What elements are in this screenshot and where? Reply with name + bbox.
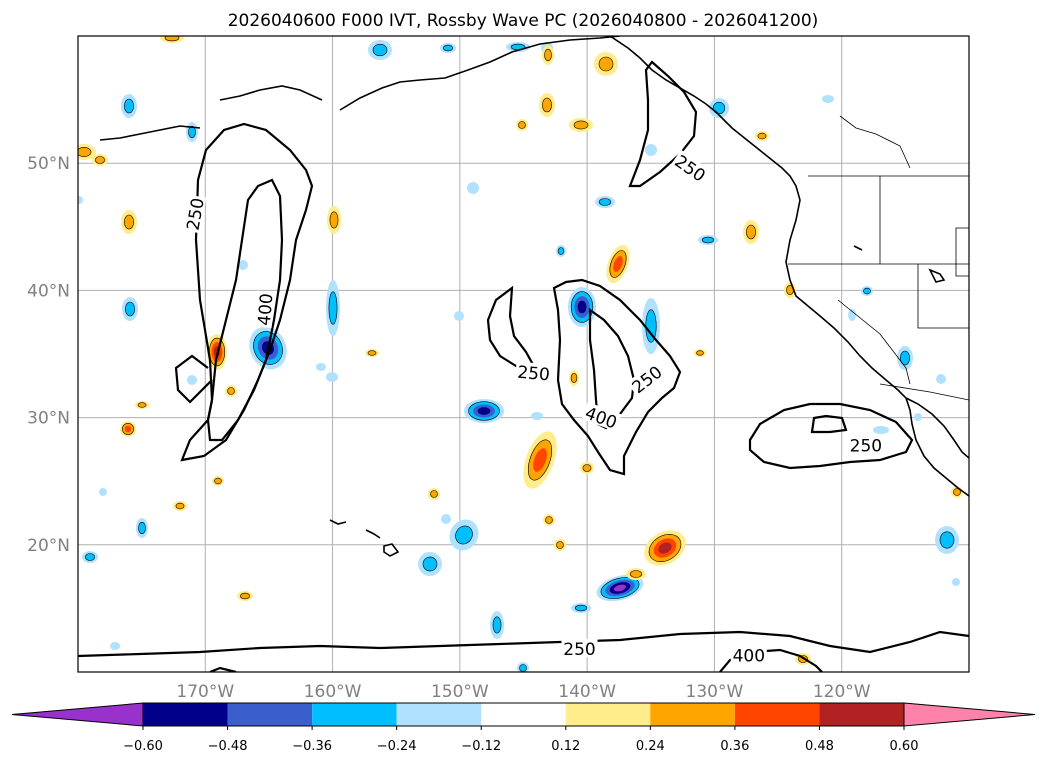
latitude-label: 40°N xyxy=(27,281,70,301)
longitude-label: 170°W xyxy=(176,682,234,702)
political-borders xyxy=(788,115,969,401)
latitude-label: 50°N xyxy=(27,154,70,174)
map-frame xyxy=(77,35,970,673)
colorbar-tick-label: −0.60 xyxy=(123,739,163,754)
colorbar-tick-label: −0.12 xyxy=(461,739,501,754)
colorbar-tick-label: 0.60 xyxy=(890,739,919,754)
latitude-labels: 50°N 40°N 30°N 20°N xyxy=(27,154,70,556)
figure-title: 2026040600 F000 IVT, Rossby Wave PC (202… xyxy=(228,11,819,31)
contour-label: 400 xyxy=(733,646,765,666)
rossby-wave-pc-shading xyxy=(78,36,963,672)
colorbar-tick-label: −0.48 xyxy=(208,739,248,754)
colorbar-segment xyxy=(565,703,651,726)
colorbar-segment xyxy=(312,703,397,726)
longitude-labels: 170°W 160°W 150°W 140°W 130°W 120°W xyxy=(176,682,870,702)
colorbar-tick-label: 0.48 xyxy=(805,739,834,754)
longitude-label: 130°W xyxy=(686,682,744,702)
contour-label: 250 xyxy=(850,437,882,457)
colorbar-segment xyxy=(481,703,566,726)
longitude-label: 120°W xyxy=(813,682,871,702)
colorbar-min-extension xyxy=(11,702,144,727)
contour-label: 250 xyxy=(517,363,551,386)
colorbar-tick-label: 0.24 xyxy=(636,739,665,754)
contour-label: 250 xyxy=(563,640,595,660)
colorbar: −0.60 −0.48 −0.36 −0.24 −0.12 0.12 0.24 0.36 0.4… xyxy=(11,702,1036,754)
colorbar-max-extension xyxy=(903,702,1036,727)
colorbar-segment xyxy=(650,703,735,726)
colorbar-tick-label: −0.24 xyxy=(377,739,417,754)
latitude-label: 30°N xyxy=(27,409,70,429)
longitude-label: 160°W xyxy=(304,682,362,702)
colorbar-segment xyxy=(734,703,820,726)
graticule xyxy=(78,36,969,672)
coastlines xyxy=(99,36,969,557)
colorbar-tick-label: −0.36 xyxy=(292,739,332,754)
colorbar-tick-label: 0.12 xyxy=(551,739,580,754)
colorbar-segment xyxy=(227,703,313,726)
longitude-label: 150°W xyxy=(431,682,489,702)
colorbar-tick-label: 0.36 xyxy=(720,739,749,754)
longitude-label: 140°W xyxy=(558,682,616,702)
colorbar-segment xyxy=(143,703,228,726)
colorbar-segment xyxy=(396,703,482,726)
latitude-label: 20°N xyxy=(27,536,70,556)
contour-label: 400 xyxy=(255,293,278,327)
colorbar-segment xyxy=(819,703,904,726)
